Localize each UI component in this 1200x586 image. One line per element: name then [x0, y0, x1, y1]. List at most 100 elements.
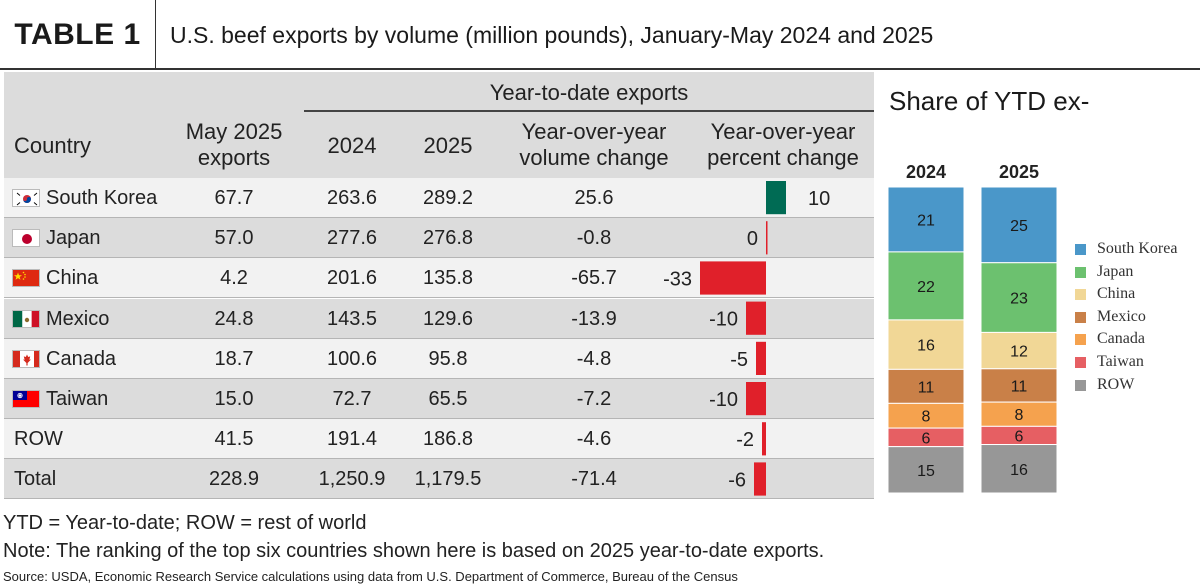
col-header-vol-line1: Year-over-year	[521, 119, 667, 144]
cell-ytd-2025: 129.6	[422, 307, 474, 330]
legend-label: Canada	[1097, 330, 1145, 348]
table-row: South Korea 67.7 263.6 289.2 25.6	[4, 178, 874, 218]
cell-ytd-2025: 135.8	[422, 267, 474, 290]
legend-label: South Korea	[1097, 240, 1178, 257]
col-header-may-line1: May 2025	[185, 119, 283, 144]
share-segment	[887, 427, 965, 448]
footnote-note: Note: The ranking of the top six countri…	[3, 540, 825, 562]
share-col-label-2025: 2025	[998, 162, 1040, 182]
cell-ytd-2025: 1,179.5	[414, 468, 482, 491]
share-segment-label: 23	[1010, 291, 1028, 308]
col-header-2024: 2024	[327, 133, 377, 158]
cell-may-exports: 18.7	[214, 347, 254, 370]
cell-country: China	[46, 267, 99, 290]
ytd-group-underline	[304, 110, 874, 112]
legend-swatch	[1075, 379, 1086, 391]
share-segment	[980, 425, 1058, 446]
share-segment	[887, 186, 965, 253]
table-label: TABLE 1	[0, 0, 156, 70]
share-segment-label: 6	[922, 430, 931, 447]
legend-label: Taiwan	[1097, 352, 1144, 370]
share-segment	[980, 262, 1058, 333]
col-header-country: Country	[14, 133, 92, 158]
legend-swatch	[1075, 334, 1086, 346]
cell-volume-change: -0.8	[576, 227, 612, 250]
cell-ytd-2024: 201.6	[326, 267, 378, 290]
share-segment-label: 11	[1011, 378, 1028, 395]
share-segment	[887, 402, 965, 429]
cell-country: Canada	[46, 347, 117, 370]
cell-ytd-2025: 65.5	[428, 388, 468, 410]
share-segment	[980, 331, 1058, 370]
share-segment-label: 8	[922, 409, 931, 426]
table-row: Total 228.9 1,250.9 1,179.5 -71.4	[4, 459, 874, 500]
cell-may-exports: 4.2	[220, 267, 248, 290]
pct-change-bar	[756, 341, 766, 375]
col-header-vol-line2: volume change	[519, 145, 669, 170]
share-segment	[887, 446, 965, 494]
share-segment	[980, 401, 1058, 427]
legend-item: Japan	[1075, 261, 1177, 284]
col-header-may-line2: exports	[197, 145, 271, 170]
pct-change-bar	[754, 462, 766, 496]
cell-may-exports: 67.7	[214, 187, 254, 209]
share-segment-label: 6	[1015, 428, 1024, 445]
exports-table: Country May 2025 exports Year-to-date ex…	[4, 72, 874, 500]
legend-label: Mexico	[1097, 307, 1146, 325]
share-legend: South Korea Japan China Mexico Canada Taiwan R…	[1075, 238, 1177, 396]
cell-country: Mexico	[46, 307, 110, 330]
cell-volume-change: -65.7	[571, 267, 617, 290]
flag-taiwan-icon	[12, 390, 40, 408]
share-segment-label: 8	[1015, 407, 1024, 424]
legend-item: Mexico	[1075, 306, 1177, 329]
cell-ytd-2025: 95.8	[428, 347, 468, 370]
pct-change-bar	[746, 301, 766, 335]
table-title: U.S. beef exports by volume (million pou…	[170, 21, 934, 48]
share-segment-label: 16	[1010, 462, 1028, 479]
percent-change-bars: 10 0 -33 -10 -5 -10 -2 -6	[663, 181, 830, 496]
cell-may-exports: 15.0	[214, 388, 254, 410]
col-header-pct-line1: Year-over-year	[710, 119, 856, 144]
cell-volume-change: -13.9	[571, 307, 617, 330]
cell-ytd-2024: 143.5	[326, 307, 378, 330]
legend-swatch	[1075, 266, 1086, 278]
pct-change-bar	[766, 181, 786, 215]
legend-item: South Korea	[1075, 238, 1177, 261]
table-column-headers: Country May 2025 exports Year-to-date ex…	[4, 72, 874, 178]
legend-swatch	[1075, 311, 1086, 323]
legend-label: Japan	[1097, 262, 1134, 280]
share-segment	[980, 444, 1058, 494]
cell-volume-change: 25.6	[574, 187, 614, 209]
pct-change-label: 0	[747, 228, 758, 250]
cell-may-exports: 57.0	[214, 227, 254, 250]
flag-canada-icon	[12, 349, 40, 368]
table-row: Taiwan 15.0 72.7 65.5 -7.2	[4, 379, 874, 419]
share-segment-label: 21	[917, 212, 935, 229]
legend-label: China	[1097, 285, 1136, 303]
flag-mexico-icon	[12, 309, 40, 328]
cell-ytd-2024: 191.4	[326, 428, 378, 451]
pct-change-label: 10	[808, 188, 830, 210]
legend-swatch	[1075, 244, 1086, 255]
share-segment	[887, 368, 965, 404]
table-row: Mexico 24.8 143.5 129.6 -13.9	[4, 298, 874, 339]
legend-swatch	[1075, 356, 1086, 368]
share-segment	[980, 368, 1058, 403]
pct-change-bar	[746, 382, 766, 416]
cell-ytd-2025: 276.8	[422, 227, 474, 250]
flag-japan-icon	[12, 229, 40, 248]
pct-change-bar	[700, 261, 766, 295]
legend-item: Canada	[1075, 328, 1177, 351]
cell-volume-change: -4.6	[576, 428, 612, 451]
table-row: Japan 57.0 277.6 276.8 -0.8	[4, 218, 874, 259]
pct-change-label: -5	[730, 349, 748, 371]
col-header-pct-line2: percent change	[707, 145, 859, 170]
share-segment-label: 12	[1010, 344, 1028, 361]
cell-ytd-2024: 277.6	[326, 227, 378, 250]
legend-item: ROW	[1075, 374, 1177, 397]
pct-change-label: -6	[728, 469, 746, 491]
table-row: Canada 18.7 100.6 95.8 -4.8	[4, 338, 874, 379]
cell-country: Total	[14, 468, 57, 491]
pct-change-bar	[762, 422, 766, 456]
cell-may-exports: 228.9	[208, 468, 260, 491]
